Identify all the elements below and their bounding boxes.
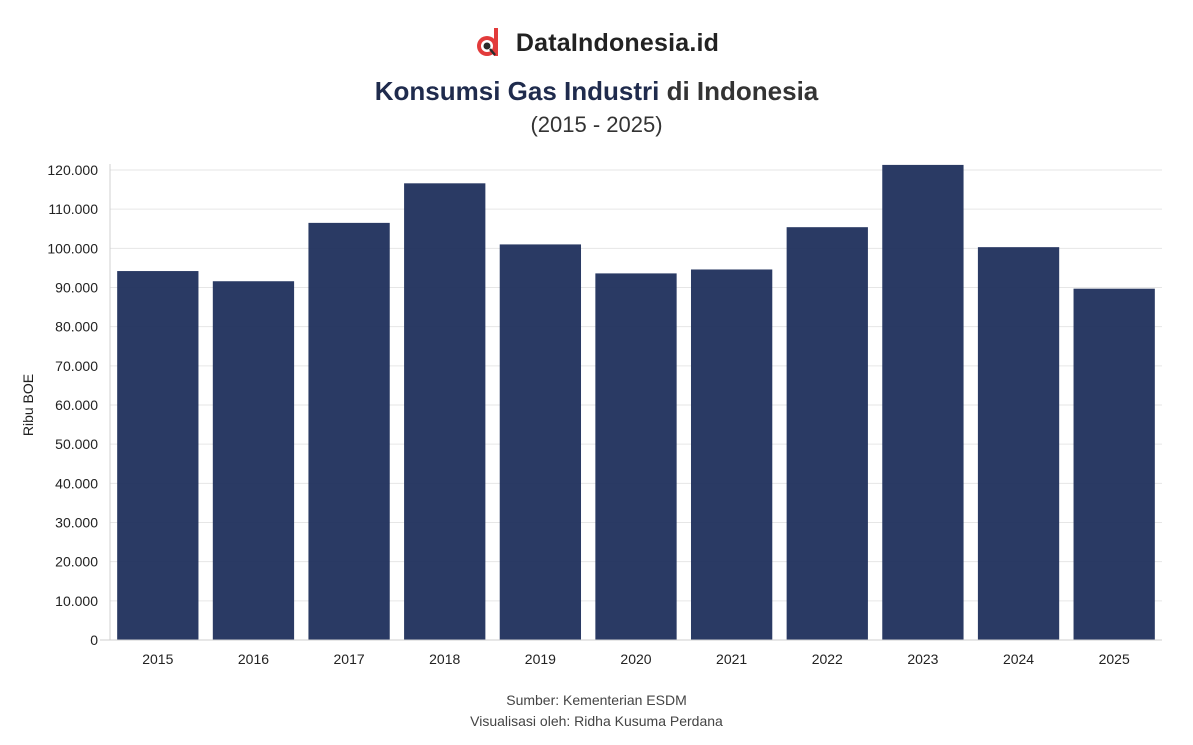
chart-footer: Sumber: Kementerian ESDM Visualisasi ole… bbox=[0, 690, 1193, 732]
y-tick-label: 90.000 bbox=[55, 280, 98, 296]
y-tick-label: 50.000 bbox=[55, 436, 98, 452]
y-tick-label: 10.000 bbox=[55, 593, 98, 609]
bar bbox=[212, 281, 295, 640]
y-tick-label: 0 bbox=[90, 632, 98, 648]
x-tick-label: 2024 bbox=[1003, 651, 1034, 667]
x-tick-label: 2021 bbox=[716, 651, 747, 667]
y-tick-label: 20.000 bbox=[55, 554, 98, 570]
y-tick-label: 30.000 bbox=[55, 515, 98, 531]
x-tick-label: 2017 bbox=[334, 651, 365, 667]
chart-title-highlight: Konsumsi Gas Industri bbox=[374, 76, 660, 106]
x-tick-label: 2023 bbox=[907, 651, 938, 667]
x-tick-label: 2018 bbox=[429, 651, 460, 667]
credit-note: Visualisasi oleh: Ridha Kusuma Perdana bbox=[470, 713, 723, 729]
y-tick-label: 100.000 bbox=[47, 240, 98, 256]
y-axis-label: Ribu BOE bbox=[20, 374, 36, 436]
dataindonesia-logo-icon bbox=[476, 28, 498, 56]
bar bbox=[117, 271, 199, 640]
bar bbox=[786, 227, 868, 640]
x-tick-label: 2025 bbox=[1099, 651, 1130, 667]
x-tick-label: 2020 bbox=[620, 651, 651, 667]
y-tick-label: 120.000 bbox=[47, 162, 98, 178]
y-tick-label: 40.000 bbox=[55, 475, 98, 491]
y-tick-label: 80.000 bbox=[55, 319, 98, 335]
bar bbox=[882, 164, 964, 641]
x-tick-label: 2022 bbox=[812, 651, 843, 667]
source-note: Sumber: Kementerian ESDM bbox=[506, 692, 687, 708]
y-tick-label: 110.000 bbox=[48, 201, 98, 217]
bar bbox=[499, 244, 582, 640]
x-tick-label: 2019 bbox=[525, 651, 556, 667]
y-tick-label: 60.000 bbox=[55, 397, 98, 413]
y-tick-label: 70.000 bbox=[55, 358, 98, 374]
bar bbox=[404, 183, 486, 641]
bar-chart: 0 10.000 20.000 30.000 40.000 50.000 60.000 70.… bbox=[20, 162, 1162, 667]
chart-title: Konsumsi Gas Industri di Indonesia bbox=[0, 76, 1193, 107]
bar bbox=[595, 273, 677, 640]
brand-header: DataIndonesia.id bbox=[0, 26, 1193, 60]
x-tick-label: 2016 bbox=[238, 651, 269, 667]
chart-title-rest: di Indonesia bbox=[666, 76, 819, 106]
bar bbox=[1073, 288, 1155, 640]
bar bbox=[977, 247, 1060, 641]
bar bbox=[690, 269, 773, 640]
brand-name: DataIndonesia.id bbox=[515, 28, 720, 57]
bar bbox=[308, 222, 390, 640]
x-tick-label: 2015 bbox=[142, 651, 173, 667]
chart-subtitle: (2015 - 2025) bbox=[530, 112, 663, 137]
